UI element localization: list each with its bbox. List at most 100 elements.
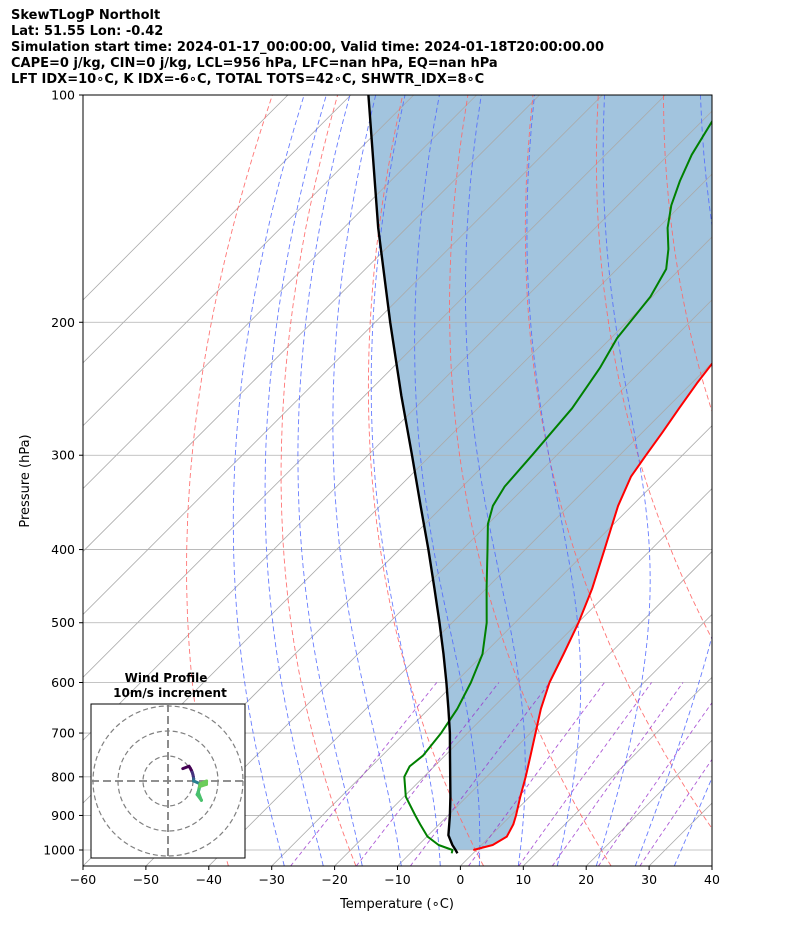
wind-barb-flag [739,458,747,468]
wind-barb-flag [738,367,747,376]
moist-adiabat-line [232,95,305,866]
wind-barb [711,395,744,409]
wind-barb [711,159,742,171]
wind-barb-flag [746,671,749,683]
moist-adiabat-line [264,95,327,866]
wind-barb-flag [742,89,747,100]
wind-barb-staff [711,549,712,551]
wind-barb [711,269,746,281]
wind-barb-staff [711,755,712,756]
wind-barb-flag [738,216,741,228]
wind-barb-flag [746,762,748,774]
wind-barb-staff [711,322,712,323]
isotherm-line [523,676,712,866]
wind-barb [711,786,712,787]
wind-barb-flag [742,645,746,657]
x-tick-label: −10 [384,872,410,887]
wind-barb-staff [711,776,712,777]
wind-barb-staff [711,168,712,169]
wind-barb-half-flag [738,275,740,281]
wind-barb [712,671,749,683]
y-tick-label: 1000 [43,843,75,858]
wind-barb-staff [711,814,712,816]
wind-barb [711,740,748,756]
wind-barb [711,322,739,331]
dry-adiabat-line [595,95,712,640]
wind-barb [711,582,747,593]
wind-barb-staff [711,786,712,787]
x-tick-label: −60 [70,872,96,887]
wind-barb-half-flag [738,650,740,656]
x-tick-label: −20 [321,872,347,887]
chart-title: SkewTLogP Northolt [11,8,161,23]
mixing-ratio-line [551,682,684,866]
mixing-ratio-line [410,682,551,866]
wind-barb-flag [745,617,750,628]
x-tick-label: 40 [704,872,720,887]
wind-barb [712,697,749,709]
wind-barb-flag [746,721,749,733]
moist-adiabat-line [595,95,651,866]
hodograph-title: Wind Profile [125,671,208,685]
wind-barb-flag [739,793,740,805]
wind-barb [711,505,751,517]
wind-barb [712,721,749,733]
parcel-profile-line [367,95,459,854]
y-tick-label: 600 [51,675,75,690]
wind-barb-flag [742,269,746,281]
dry-adiabat-line [186,95,273,866]
wind-barb-flag [741,369,750,378]
isotherm-line [83,95,666,678]
wind-barb [711,817,738,851]
wind-barb [711,832,712,834]
y-tick-label: 400 [51,542,75,557]
wind-barb-flag [745,778,746,790]
isotherm-line [775,95,794,866]
isotherm-line [208,362,712,866]
y-tick-label: 300 [51,448,75,463]
wind-barb-flag [742,582,747,593]
wind-barb [711,455,747,468]
wind-barb-flag [744,507,751,517]
wind-barb-flag [733,817,738,828]
isotherm-line [711,865,712,866]
wind-hodograph: Wind Profile 10m/s increment [90,671,246,859]
cin-shaded-area [368,95,712,850]
wind-barb-half-flag [738,622,741,628]
wind-barb-staff [711,588,712,589]
chart-header: SkewTLogP Northolt Lat: 51.55 Lon: -0.42… [11,8,781,88]
moist-adiabat-line [332,95,402,866]
wind-barb-staff [711,622,712,624]
wind-barb-staff [711,653,712,655]
wind-barb-flag [746,697,749,709]
wind-barb-flag [742,617,747,628]
x-tick-label: −40 [196,872,222,887]
x-tick-label: 10 [515,872,531,887]
hodograph-subtitle: 10m/s increment [113,686,227,700]
x-tick-label: 30 [641,872,657,887]
x-tick-label: −50 [133,872,159,887]
wind-barb-flag [746,740,748,752]
mixing-ratio-line [468,682,605,866]
dry-adiabat-line [280,95,357,866]
wind-barb-staff [711,278,712,280]
simulation-time-line: Simulation start time: 2024-01-17_00:00:… [11,40,604,55]
isotherm-line [83,95,414,427]
wind-barb-flag [740,506,747,516]
wind-barb-flag [742,779,743,791]
wind-barb [711,805,712,807]
wind-barb-flag [737,800,739,812]
isotherm-line [83,95,352,364]
wind-barb-flag [738,159,742,171]
wind-barb-half-flag [736,461,740,466]
wind-barb-flag [735,400,744,409]
wind-barb-half-flag [736,326,739,331]
hodograph-segment [198,782,208,789]
wind-barb-staff [711,505,712,507]
moist-adiabat-line [297,95,363,866]
y-tick-label: 500 [51,615,75,630]
wind-barb-flag [742,216,745,228]
x-tick-label: −30 [259,872,285,887]
wind-barb-half-flag [737,551,740,556]
moist-adiabat-line [370,95,441,866]
